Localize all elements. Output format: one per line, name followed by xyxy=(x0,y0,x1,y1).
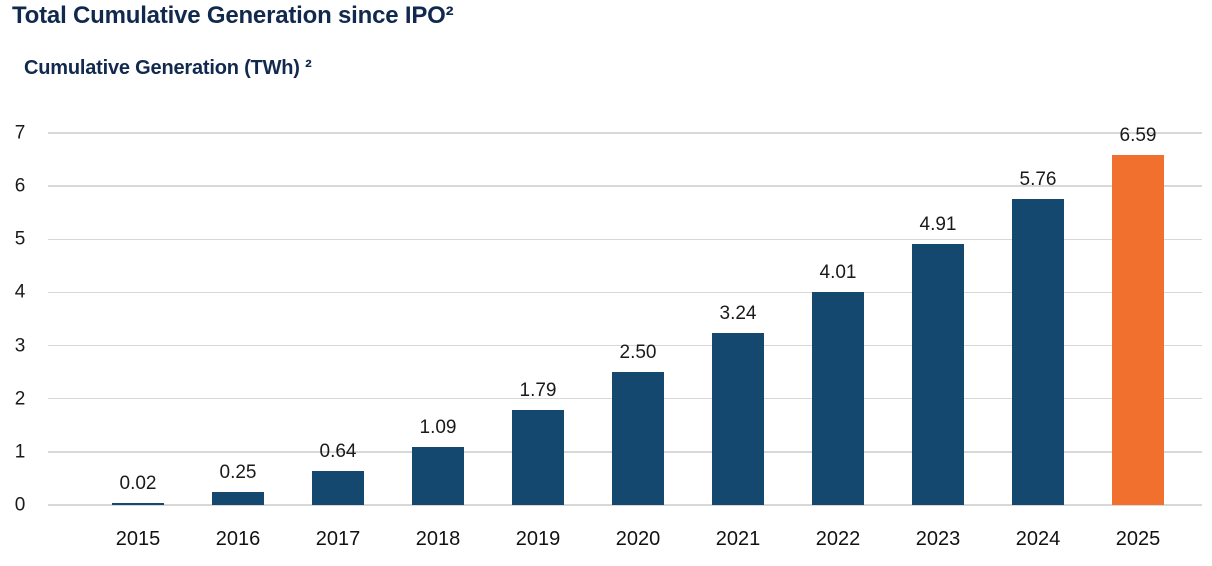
y-gridline xyxy=(48,504,1202,506)
x-tick-label: 2022 xyxy=(815,528,861,550)
x-tick-label: 2021 xyxy=(715,528,761,550)
bar-value-label: 1.09 xyxy=(419,417,457,439)
y-axis-title: Cumulative Generation (TWh) ² xyxy=(24,57,312,79)
x-tick-label: 2025 xyxy=(1115,528,1161,550)
y-gridline xyxy=(48,291,1202,294)
x-tick-label: 2015 xyxy=(115,528,161,550)
x-tick-label: 2017 xyxy=(315,528,361,550)
bar-2020 xyxy=(612,372,664,505)
bar-value-label: 6.59 xyxy=(1119,124,1157,146)
x-tick-label: 2023 xyxy=(915,528,961,550)
chart-title: Total Cumulative Generation since IPO² xyxy=(12,2,454,29)
bar-value-label: 0.02 xyxy=(119,472,157,494)
y-gridline xyxy=(48,238,1202,241)
y-tick-label: 1 xyxy=(14,441,26,463)
bar-value-label: 4.01 xyxy=(819,261,857,283)
bar-value-label: 0.64 xyxy=(319,440,357,462)
y-tick-label: 7 xyxy=(14,122,26,144)
x-tick-label: 2019 xyxy=(515,528,561,550)
x-tick-label: 2024 xyxy=(1015,528,1061,550)
y-tick-label: 6 xyxy=(14,175,26,197)
bar-2025 xyxy=(1112,154,1164,505)
bar-2018 xyxy=(412,447,464,505)
bar-value-label: 3.24 xyxy=(719,302,757,324)
bar-2023 xyxy=(912,244,964,505)
x-tick-label: 2016 xyxy=(215,528,261,550)
y-gridline xyxy=(48,185,1202,187)
bar-2015 xyxy=(112,502,164,505)
bar-2016 xyxy=(212,491,264,505)
bar-value-label: 5.76 xyxy=(1019,168,1057,190)
bar-value-label: 4.91 xyxy=(919,214,957,236)
y-tick-label: 5 xyxy=(14,228,26,250)
x-tick-label: 2018 xyxy=(415,528,461,550)
bar-2024 xyxy=(1012,198,1064,505)
y-gridline xyxy=(48,132,1202,134)
x-tick-label: 2020 xyxy=(615,528,661,550)
bar-value-label: 0.25 xyxy=(219,461,257,483)
y-tick-label: 3 xyxy=(14,335,26,357)
y-tick-label: 4 xyxy=(14,281,26,303)
bar-2021 xyxy=(712,332,764,505)
bar-value-label: 2.50 xyxy=(619,342,657,364)
bar-2022 xyxy=(812,291,864,505)
y-gridline xyxy=(48,344,1202,347)
y-tick-label: 0 xyxy=(14,494,26,516)
bar-2017 xyxy=(312,470,364,505)
bar-2019 xyxy=(512,409,564,505)
bar-value-label: 1.79 xyxy=(519,379,557,401)
y-tick-label: 2 xyxy=(14,388,26,410)
